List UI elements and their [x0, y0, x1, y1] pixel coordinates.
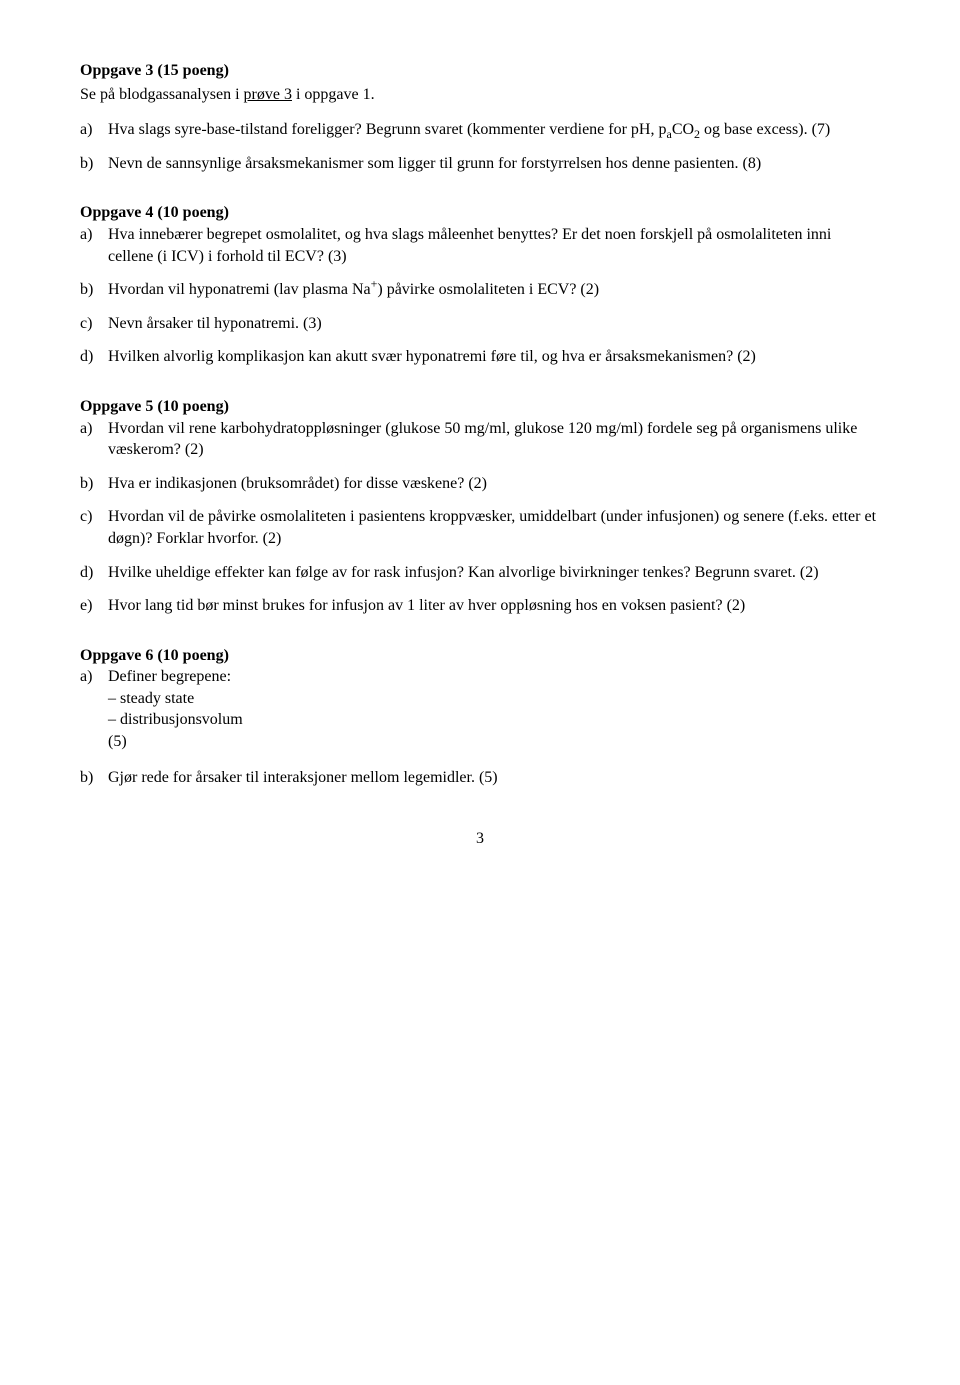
oppgave-4-c: c) Nevn årsaker til hyponatremi. (3) [80, 313, 880, 335]
text-pre: Hvordan vil hyponatremi (lav plasma Na [108, 281, 371, 298]
item-content: Gjør rede for årsaker til interaksjoner … [108, 767, 880, 789]
text-post: og base excess). (7) [700, 121, 830, 138]
oppgave-3-intro: Se på blodgassanalysen i prøve 3 i oppga… [80, 84, 880, 106]
intro-pre: Se på blodgassanalysen i [80, 86, 244, 103]
oppgave-5-d: d) Hvilke uheldige effekter kan følge av… [80, 562, 880, 584]
oppgave-5-heading-line: Oppgave 5 (10 poeng) [80, 396, 880, 418]
oppgave-6-heading-line: Oppgave 6 (10 poeng) [80, 645, 880, 667]
item-content: Hva er indikasjonen (bruksområdet) for d… [108, 473, 880, 495]
item-content: Definer begrepene: – steady state – dist… [108, 666, 880, 752]
oppgave-3: Oppgave 3 (15 poeng) Se på blodgassanaly… [80, 60, 880, 174]
item-marker: c) [80, 313, 108, 335]
a-line-3: – distribusjonsvolum [108, 709, 880, 731]
item-marker: b) [80, 473, 108, 495]
oppgave-4-a: a) Hva innebærer begrepet osmolalitet, o… [80, 224, 880, 267]
item-content: Hvilken alvorlig komplikasjon kan akutt … [108, 346, 880, 368]
page-number: 3 [80, 828, 880, 850]
oppgave-6-b: b) Gjør rede for årsaker til interaksjon… [80, 767, 880, 789]
item-marker: d) [80, 346, 108, 368]
oppgave-4: Oppgave 4 (10 poeng) a) Hva innebærer be… [80, 202, 880, 368]
intro-link: prøve 3 [244, 86, 292, 103]
oppgave-6: Oppgave 6 (10 poeng) a) Definer begrepen… [80, 645, 880, 789]
item-marker: b) [80, 279, 108, 301]
item-content: Hvordan vil rene karbohydratoppløsninger… [108, 418, 880, 461]
item-content: Hvor lang tid bør minst brukes for infus… [108, 595, 880, 617]
item-content: Hva innebærer begrepet osmolalitet, og h… [108, 224, 880, 267]
text-post: ) påvirke osmolaliteten i ECV? (2) [377, 281, 599, 298]
oppgave-6-a: a) Definer begrepene: – steady state – d… [80, 666, 880, 752]
oppgave-5-a: a) Hvordan vil rene karbohydratoppløsnin… [80, 418, 880, 461]
item-content: Hva slags syre-base-tilstand foreligger?… [108, 119, 880, 141]
oppgave-5-b: b) Hva er indikasjonen (bruksområdet) fo… [80, 473, 880, 495]
item-marker: a) [80, 224, 108, 267]
oppgave-4-b: b) Hvordan vil hyponatremi (lav plasma N… [80, 279, 880, 301]
oppgave-3-heading: Oppgave 3 (15 poeng) [80, 62, 229, 79]
oppgave-3-heading-line: Oppgave 3 (15 poeng) [80, 60, 880, 82]
oppgave-3-a: a) Hva slags syre-base-tilstand foreligg… [80, 119, 880, 141]
text-mid: CO [672, 121, 694, 138]
oppgave-5-c: c) Hvordan vil de påvirke osmolaliteten … [80, 506, 880, 549]
item-marker: a) [80, 418, 108, 461]
text-pre: Hva slags syre-base-tilstand foreligger?… [108, 121, 666, 138]
a-line-2: – steady state [108, 688, 880, 710]
item-marker: e) [80, 595, 108, 617]
item-marker: d) [80, 562, 108, 584]
a-line-1: Definer begrepene: [108, 666, 880, 688]
item-content: Nevn årsaker til hyponatremi. (3) [108, 313, 880, 335]
intro-post: i oppgave 1. [292, 86, 375, 103]
oppgave-6-heading: Oppgave 6 (10 poeng) [80, 647, 229, 664]
oppgave-3-b: b) Nevn de sannsynlige årsaksmekanismer … [80, 153, 880, 175]
oppgave-5-heading: Oppgave 5 (10 poeng) [80, 398, 229, 415]
item-marker: b) [80, 767, 108, 789]
oppgave-5: Oppgave 5 (10 poeng) a) Hvordan vil rene… [80, 396, 880, 617]
item-content: Hvordan vil de påvirke osmolaliteten i p… [108, 506, 880, 549]
item-content: Hvilke uheldige effekter kan følge av fo… [108, 562, 880, 584]
item-marker: a) [80, 666, 108, 752]
oppgave-5-e: e) Hvor lang tid bør minst brukes for in… [80, 595, 880, 617]
oppgave-4-d: d) Hvilken alvorlig komplikasjon kan aku… [80, 346, 880, 368]
a-line-4: (5) [108, 731, 880, 753]
item-marker: c) [80, 506, 108, 549]
item-marker: b) [80, 153, 108, 175]
oppgave-4-heading-line: Oppgave 4 (10 poeng) [80, 202, 880, 224]
item-content: Nevn de sannsynlige årsaksmekanismer som… [108, 153, 880, 175]
item-content: Hvordan vil hyponatremi (lav plasma Na+)… [108, 279, 880, 301]
oppgave-4-heading: Oppgave 4 (10 poeng) [80, 204, 229, 221]
item-marker: a) [80, 119, 108, 141]
